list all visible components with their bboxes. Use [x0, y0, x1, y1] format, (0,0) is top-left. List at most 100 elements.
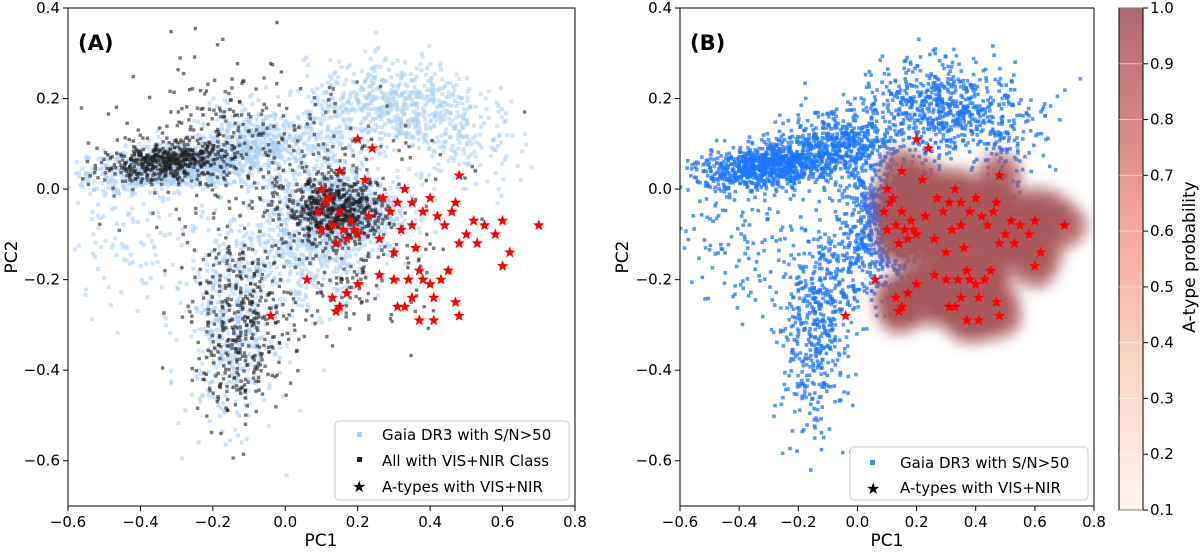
gaia-point	[274, 281, 279, 286]
gaia-point	[193, 225, 198, 230]
class-point	[343, 213, 348, 217]
gaia-point	[214, 161, 219, 166]
gaia-point	[262, 162, 267, 167]
class-point	[310, 214, 315, 218]
class-point	[322, 193, 327, 198]
class-point	[107, 169, 111, 173]
gaia-point	[226, 159, 231, 164]
gaia-point	[325, 133, 330, 138]
gaia-point	[112, 184, 117, 189]
gaia-point	[209, 167, 214, 172]
class-point	[322, 177, 327, 181]
gaia-point	[348, 254, 353, 259]
class-point	[177, 182, 181, 187]
gaia-point	[219, 285, 224, 290]
gaia-point	[450, 143, 455, 148]
gaia-point	[360, 256, 365, 261]
gaia-point	[263, 114, 268, 119]
gaia-point	[208, 419, 213, 424]
gaia-point	[310, 179, 315, 184]
gaia-point	[129, 138, 134, 143]
gaia-point	[345, 100, 350, 105]
gaia-point	[416, 131, 421, 136]
gaia-point	[412, 78, 417, 83]
class-point	[102, 157, 106, 162]
gaia-point	[431, 100, 436, 105]
gaia-point	[208, 311, 213, 316]
class-point	[145, 173, 149, 177]
gaia-point	[274, 150, 279, 155]
gaia-point	[148, 211, 153, 216]
gaia-point	[369, 156, 374, 161]
gaia-point	[229, 229, 234, 234]
gaia-point	[273, 140, 278, 145]
gaia-point	[236, 273, 241, 278]
gaia-point	[246, 274, 251, 279]
gaia-point	[193, 305, 198, 310]
gaia-point	[416, 112, 421, 117]
gaia-point	[360, 163, 365, 168]
gaia-point	[366, 138, 371, 143]
gaia-point	[246, 189, 251, 194]
class-point	[317, 194, 321, 199]
gaia-point	[243, 122, 248, 127]
gaia-point	[274, 143, 279, 148]
gaia-point	[151, 244, 156, 249]
gaia-point	[382, 226, 387, 231]
class-point	[367, 222, 371, 227]
gaia-point	[284, 195, 289, 200]
gaia-point	[444, 81, 449, 86]
gaia-point	[287, 134, 292, 139]
class-point	[212, 161, 216, 166]
gaia-point	[301, 241, 306, 246]
gaia-point	[256, 167, 261, 172]
gaia-point	[364, 175, 369, 180]
class-point	[309, 201, 313, 205]
gaia-point	[456, 94, 461, 99]
gaia-point	[489, 145, 494, 150]
gaia-point	[436, 98, 441, 103]
gaia-point	[375, 230, 380, 235]
class-point	[163, 167, 167, 171]
class-point	[93, 163, 97, 168]
gaia-point	[302, 203, 307, 208]
gaia-point	[128, 252, 133, 257]
gaia-point	[456, 136, 461, 141]
class-point	[122, 164, 127, 168]
gaia-point	[296, 89, 301, 94]
class-point	[164, 156, 169, 160]
gaia-point	[218, 299, 223, 304]
gaia-point	[276, 127, 281, 132]
class-point	[359, 199, 364, 203]
gaia-point	[319, 262, 324, 267]
gaia-point	[307, 237, 312, 242]
gaia-point	[297, 237, 302, 242]
gaia-point	[210, 179, 215, 184]
class-point	[279, 223, 283, 227]
gaia-point	[194, 134, 199, 139]
gaia-point	[261, 126, 266, 131]
gaia-point	[152, 175, 157, 180]
gaia-point	[194, 182, 199, 187]
gaia-point	[178, 300, 183, 305]
gaia-point	[325, 154, 330, 159]
gaia-point	[109, 245, 114, 250]
class-point	[344, 210, 349, 214]
class-point	[380, 200, 385, 205]
gaia-point	[326, 184, 331, 189]
gaia-point	[389, 96, 394, 101]
gaia-point	[410, 97, 415, 102]
gaia-point	[399, 70, 404, 75]
gaia-point	[228, 354, 233, 359]
gaia-point	[351, 72, 356, 77]
gaia-point	[241, 252, 246, 257]
gaia-point	[368, 73, 373, 78]
gaia-point	[427, 173, 432, 178]
class-point	[139, 152, 143, 157]
gaia-point	[213, 184, 218, 189]
gaia-point	[101, 188, 106, 193]
class-point	[292, 233, 297, 238]
gaia-point	[245, 126, 250, 131]
gaia-point	[360, 214, 365, 219]
gaia-point	[329, 149, 334, 154]
